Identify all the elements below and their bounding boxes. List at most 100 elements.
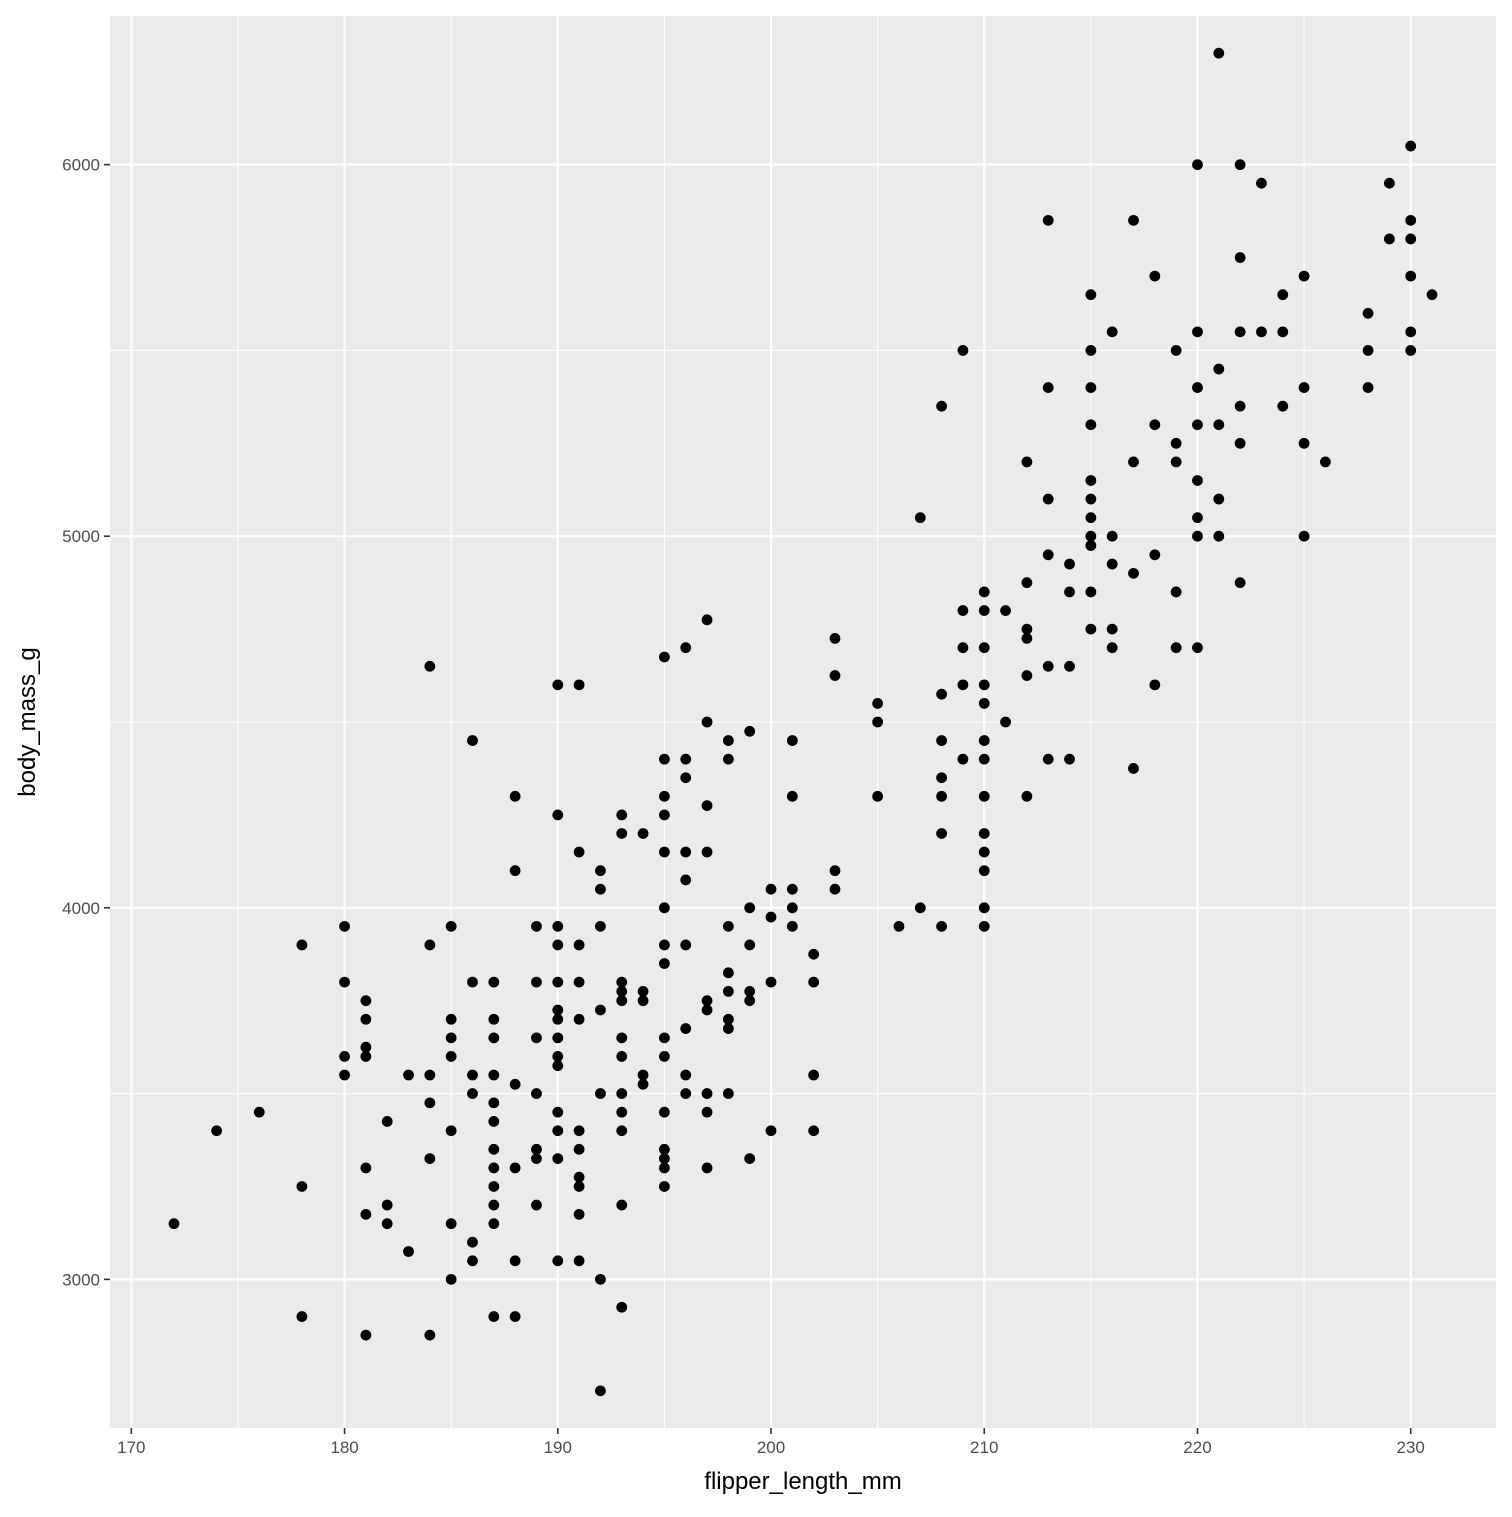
- data-point: [595, 920, 606, 932]
- data-point: [637, 995, 649, 1007]
- data-point: [893, 920, 905, 932]
- data-point: [701, 1004, 713, 1016]
- data-point: [978, 586, 990, 598]
- data-point: [1192, 642, 1203, 654]
- data-point: [1170, 642, 1182, 654]
- data-point: [701, 846, 713, 858]
- data-point: [1042, 382, 1054, 393]
- data-point: [573, 1208, 585, 1220]
- data-point: [616, 1125, 628, 1137]
- x-tick-label: 200: [757, 1438, 785, 1457]
- data-point: [1085, 475, 1097, 486]
- data-point: [1042, 214, 1054, 226]
- data-point: [659, 809, 670, 821]
- data-point: [829, 865, 841, 877]
- data-point: [659, 1181, 670, 1192]
- data-point: [488, 1069, 500, 1081]
- x-axis-title: flipper_length_mm: [704, 1468, 901, 1495]
- data-point: [552, 939, 564, 951]
- data-point: [509, 1311, 521, 1322]
- data-point: [1000, 716, 1011, 728]
- data-point: [467, 1255, 478, 1267]
- data-point: [445, 1051, 457, 1062]
- data-point: [872, 698, 884, 709]
- data-point: [765, 911, 777, 923]
- data-point: [488, 1162, 500, 1174]
- data-point: [1277, 326, 1289, 338]
- data-point: [552, 809, 564, 821]
- data-point: [595, 1273, 606, 1285]
- data-point: [659, 902, 670, 914]
- data-point: [211, 1125, 223, 1137]
- data-point: [1106, 558, 1118, 570]
- data-point: [616, 809, 628, 821]
- data-point: [1170, 345, 1182, 356]
- data-point: [552, 1032, 564, 1044]
- data-point: [424, 1097, 436, 1109]
- data-point: [1298, 382, 1310, 393]
- data-point: [978, 920, 990, 932]
- data-point: [616, 1051, 628, 1062]
- data-point: [1106, 326, 1118, 338]
- data-point: [360, 1041, 372, 1053]
- data-point: [1085, 289, 1097, 301]
- data-point: [744, 995, 756, 1007]
- data-point: [531, 1032, 542, 1044]
- data-point: [424, 939, 436, 951]
- data-point: [680, 874, 692, 886]
- data-point: [488, 1143, 500, 1155]
- data-point: [786, 735, 798, 746]
- data-point: [659, 651, 670, 663]
- data-point: [488, 1032, 500, 1044]
- data-point: [744, 725, 756, 737]
- data-point: [829, 670, 841, 681]
- x-tick-label: 210: [970, 1438, 998, 1457]
- data-point: [1192, 159, 1203, 171]
- data-point: [552, 1255, 564, 1267]
- data-point: [659, 939, 670, 951]
- data-point: [360, 1329, 372, 1341]
- data-point: [1085, 419, 1097, 431]
- data-point: [424, 1153, 436, 1165]
- data-point: [1170, 437, 1182, 449]
- data-point: [1405, 233, 1417, 245]
- data-point: [1234, 326, 1246, 338]
- data-point: [1128, 456, 1139, 468]
- data-point: [1042, 753, 1054, 765]
- data-point: [445, 920, 457, 932]
- data-point: [445, 1032, 457, 1044]
- data-point: [1192, 530, 1203, 542]
- data-point: [531, 976, 542, 988]
- data-point: [488, 1311, 500, 1322]
- data-point: [1021, 632, 1033, 644]
- data-point: [552, 1153, 564, 1165]
- data-point: [1234, 577, 1246, 589]
- data-point: [616, 1199, 628, 1211]
- data-point: [424, 660, 436, 672]
- data-point: [936, 920, 947, 932]
- x-tick-label: 220: [1183, 1438, 1211, 1457]
- data-point: [616, 976, 628, 988]
- data-point: [722, 920, 734, 932]
- data-point: [701, 995, 713, 1007]
- data-point: [978, 605, 990, 616]
- data-point: [786, 920, 798, 932]
- data-point: [637, 1078, 649, 1090]
- data-point: [722, 967, 734, 979]
- x-tick-label: 190: [544, 1438, 572, 1457]
- data-point: [744, 902, 756, 914]
- x-tick-label: 230: [1397, 1438, 1425, 1457]
- data-point: [765, 883, 777, 895]
- data-point: [1149, 270, 1161, 282]
- data-point: [1042, 549, 1054, 561]
- data-point: [360, 1051, 372, 1062]
- data-point: [488, 1097, 500, 1109]
- data-point: [488, 976, 500, 988]
- data-point: [680, 1069, 692, 1081]
- data-point: [1213, 363, 1225, 375]
- major-gridlines: [110, 16, 1496, 1428]
- data-point: [488, 1218, 500, 1230]
- data-point: [680, 1088, 692, 1099]
- data-point: [467, 1236, 478, 1248]
